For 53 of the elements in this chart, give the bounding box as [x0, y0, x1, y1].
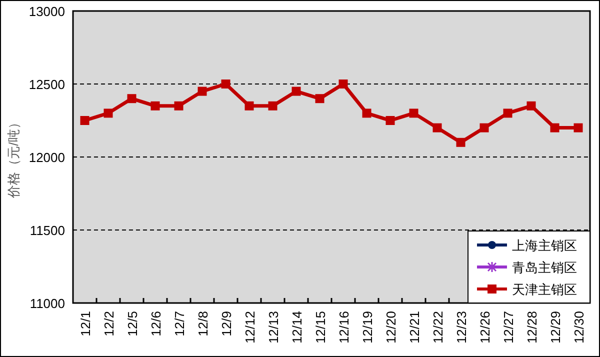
point [338, 80, 348, 88]
y-tick-label: 11000 [30, 296, 65, 311]
point [198, 86, 207, 96]
x-tick-label: 12/30 [571, 311, 586, 344]
point [104, 108, 113, 118]
point [480, 123, 489, 132]
y-axis-title: 价格（元/吨） [6, 116, 21, 199]
point [174, 101, 184, 110]
x-tick-label: 12/21 [406, 311, 422, 344]
x-tick-label: 12/27 [500, 311, 516, 344]
y-tick-label: 11500 [30, 223, 65, 238]
point [432, 123, 442, 132]
x-tick-label: 12/23 [454, 311, 469, 344]
point [503, 108, 512, 118]
point [221, 80, 230, 88]
y-tick-label: 12000 [28, 150, 65, 165]
point [362, 108, 372, 118]
x-tick-label: 12/22 [430, 311, 446, 344]
point [574, 123, 583, 132]
point [244, 101, 254, 110]
x-tick-label: 12/15 [312, 311, 328, 344]
x-tick-label: 12/28 [524, 311, 540, 344]
x-tick-label: 12/8 [195, 311, 210, 336]
x-tick-label: 12/12 [242, 311, 258, 344]
legend-label: 天津主销区 [512, 282, 577, 297]
x-tick-label: 12/14 [289, 311, 304, 344]
point [80, 116, 90, 125]
x-tick-label: 12/29 [548, 311, 563, 344]
x-tick-label: 12/13 [266, 311, 281, 344]
x-tick-label: 12/1 [78, 311, 93, 336]
point [409, 108, 418, 118]
legend-label: 青岛主销区 [512, 260, 577, 275]
legend-label: 上海主销区 [512, 238, 577, 253]
x-tick-label: 12/5 [124, 311, 140, 336]
x-tick-label: 12/26 [477, 311, 492, 344]
point [127, 94, 136, 104]
x-tick-label: 12/9 [218, 311, 234, 336]
x-tick-label: 12/6 [148, 311, 164, 336]
point [526, 101, 536, 110]
x-tick-label: 12/19 [360, 311, 375, 344]
x-tick-label: 12/7 [172, 311, 187, 336]
point [456, 138, 466, 147]
point [150, 101, 160, 110]
x-tick-label: 12/2 [101, 311, 116, 336]
point [315, 94, 324, 104]
y-tick-label: 12500 [28, 77, 65, 92]
point [292, 86, 301, 96]
x-tick-label: 12/20 [383, 311, 398, 344]
point [268, 101, 278, 110]
point [550, 123, 560, 132]
x-tick-label: 12/16 [336, 311, 352, 344]
point [386, 116, 395, 125]
y-tick-label: 13000 [28, 4, 65, 19]
